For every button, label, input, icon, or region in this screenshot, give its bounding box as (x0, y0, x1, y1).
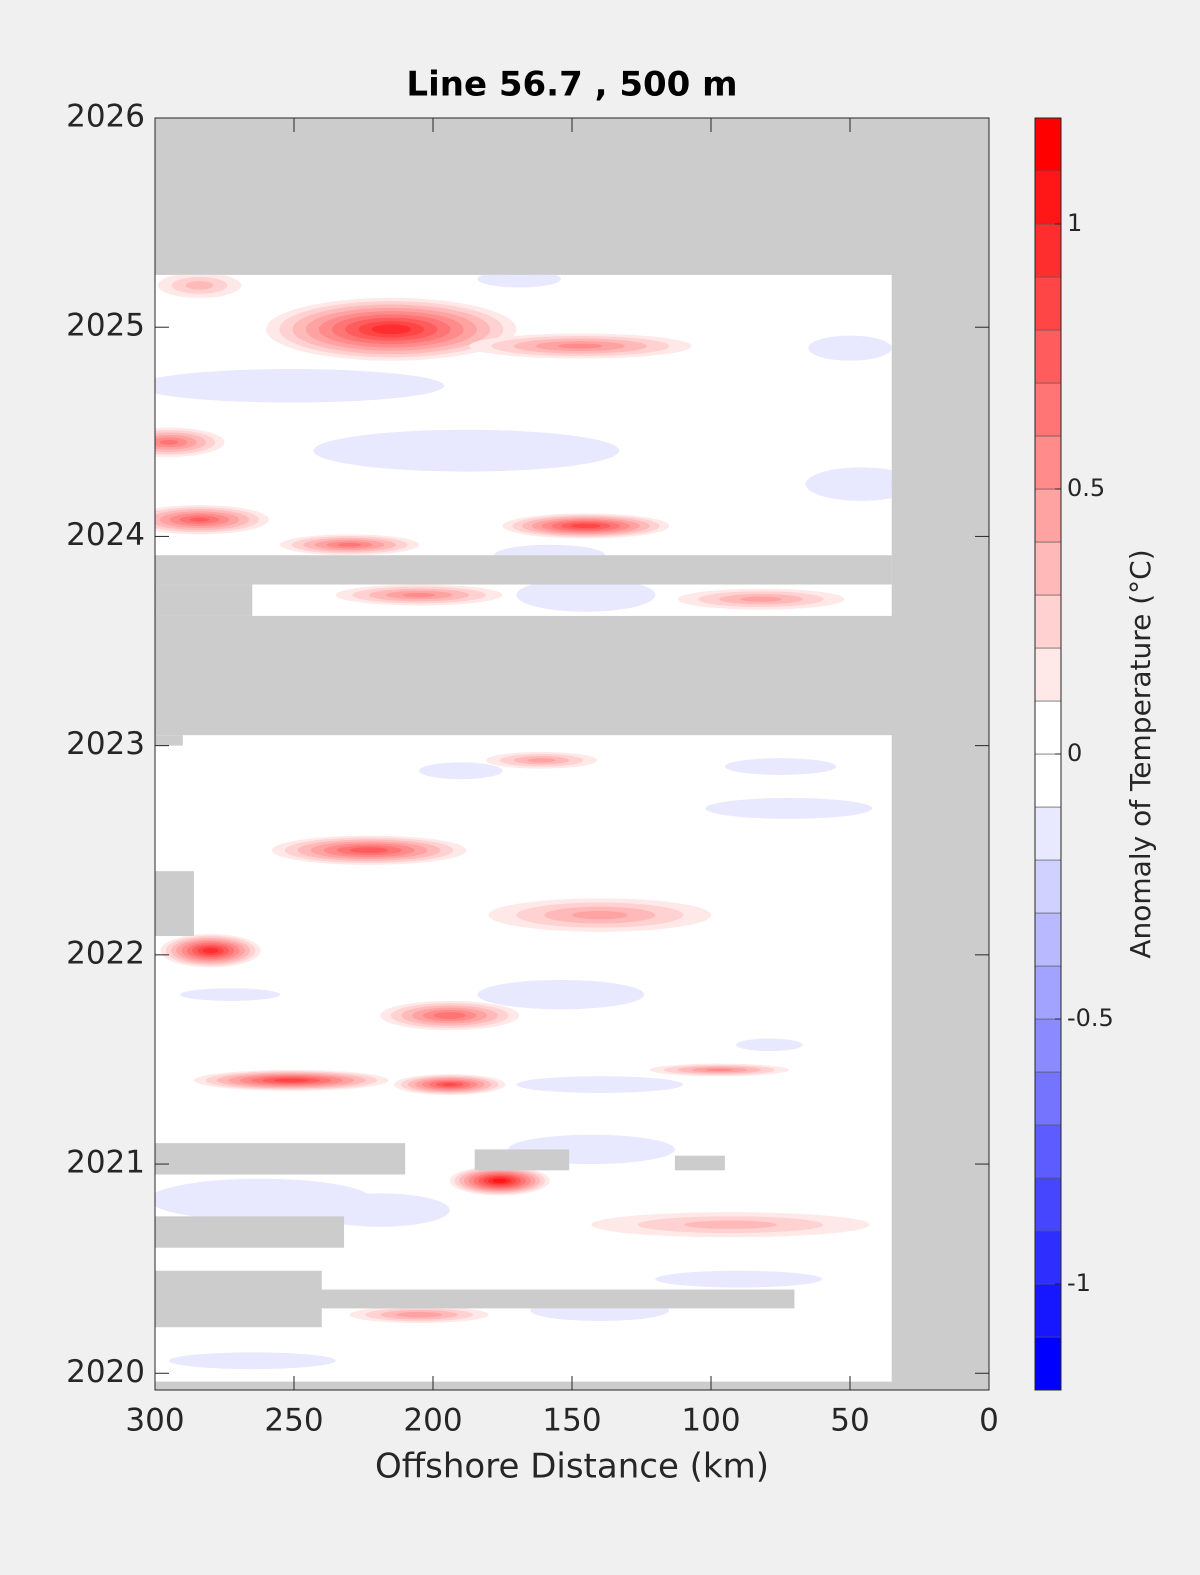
contour-band (180, 988, 281, 1001)
colorbar-tick-label: 1 (1067, 209, 1082, 237)
nodata-region (155, 1143, 406, 1175)
colorbar-band (1034, 223, 1062, 278)
contour-band (740, 596, 782, 602)
contour-band (477, 274, 561, 288)
colorbar-label: Anomaly of Temperature (°C) (1124, 549, 1157, 958)
chart-title: Line 56.7 , 500 m (406, 65, 737, 105)
colorbar-band (1034, 1124, 1062, 1179)
contour-band (516, 1076, 684, 1093)
contour-band (805, 467, 892, 501)
contour-band (274, 1078, 309, 1083)
colorbar-band (1034, 1177, 1062, 1232)
x-tick-label: 50 (830, 1403, 869, 1439)
colorbar-band (1034, 647, 1062, 702)
colorbar-band (1034, 1336, 1062, 1391)
colorbar-tick-label: 0 (1067, 739, 1082, 767)
y-tick-label: 2025 (66, 308, 145, 344)
colorbar-band (1034, 806, 1062, 861)
x-tick-label: 0 (979, 1403, 999, 1439)
colorbar-band (1034, 435, 1062, 490)
contour-band (313, 429, 620, 472)
colorbar-band (1034, 382, 1062, 437)
contour-band (724, 758, 837, 775)
x-axis-label: Offshore Distance (km) (375, 1447, 769, 1487)
colorbar-band (1034, 753, 1062, 808)
contour-band (527, 758, 556, 763)
nodata-region (155, 735, 183, 746)
contour-band (371, 324, 412, 335)
y-tick-label: 2020 (66, 1354, 145, 1390)
contour-band (168, 1352, 336, 1370)
nodata-region (155, 1216, 345, 1248)
nodata-region (155, 615, 989, 736)
contour-band (492, 1178, 507, 1183)
colorbar-tick-label: 0.5 (1067, 474, 1105, 502)
colorbar-tick-label: -1 (1067, 1269, 1091, 1297)
contour-band (442, 1083, 457, 1086)
contour-band (189, 517, 210, 522)
contour-band (571, 523, 601, 529)
y-tick-label: 2021 (66, 1145, 145, 1181)
colorbar-band (1034, 1018, 1062, 1073)
colorbar-band (1034, 912, 1062, 967)
contour-band (684, 1220, 777, 1229)
colorbar-band (1034, 1071, 1062, 1126)
nodata-region (155, 871, 194, 937)
contour-band (477, 979, 645, 1010)
contour-band (349, 847, 389, 854)
contour-band (655, 1270, 823, 1288)
x-tick-label: 100 (681, 1403, 740, 1439)
colorbar-band (1034, 859, 1062, 914)
contour-band (705, 797, 873, 819)
nodata-region (474, 1149, 570, 1171)
x-tick-label: 200 (403, 1403, 462, 1439)
contour-band (202, 948, 219, 954)
colorbar-band (1034, 170, 1062, 225)
contour-band (705, 1068, 734, 1072)
nodata-region (155, 584, 253, 616)
contour-band (558, 343, 603, 349)
x-tick-label: 150 (542, 1403, 601, 1439)
contour-band (433, 1012, 466, 1019)
contour-band (185, 281, 214, 290)
colorbar-band (1034, 1230, 1062, 1285)
colorbar-tick-label: -0.5 (1067, 1004, 1114, 1032)
nodata-region (155, 555, 892, 585)
contour-band (310, 1193, 450, 1227)
colorbar-band (1034, 329, 1062, 384)
y-tick-label: 2024 (66, 517, 145, 553)
y-tick-label: 2023 (66, 726, 145, 762)
contour-band (155, 369, 445, 403)
nodata-region (155, 1289, 795, 1309)
contour-band (402, 592, 436, 598)
colorbar-band (1034, 965, 1062, 1020)
nodata-region (674, 1155, 725, 1171)
contour-band (808, 335, 892, 361)
contour-band (419, 762, 503, 780)
colorbar-band (1034, 488, 1062, 543)
contour-band (516, 578, 656, 612)
contour-band (159, 439, 179, 445)
contour-band (395, 1311, 443, 1318)
y-tick-label: 2022 (66, 935, 145, 971)
colorbar-band (1034, 1283, 1062, 1338)
colorbar-band (1034, 700, 1062, 755)
contour-band (338, 543, 362, 547)
y-tick-label: 2026 (66, 99, 145, 135)
x-tick-label: 300 (125, 1403, 184, 1439)
colorbar-band (1034, 276, 1062, 331)
contour-band (736, 1038, 803, 1052)
colorbar-band (1034, 594, 1062, 649)
x-tick-label: 250 (264, 1403, 323, 1439)
contour-band (572, 910, 628, 920)
colorbar-band (1034, 541, 1062, 596)
colorbar-band (1034, 117, 1062, 172)
